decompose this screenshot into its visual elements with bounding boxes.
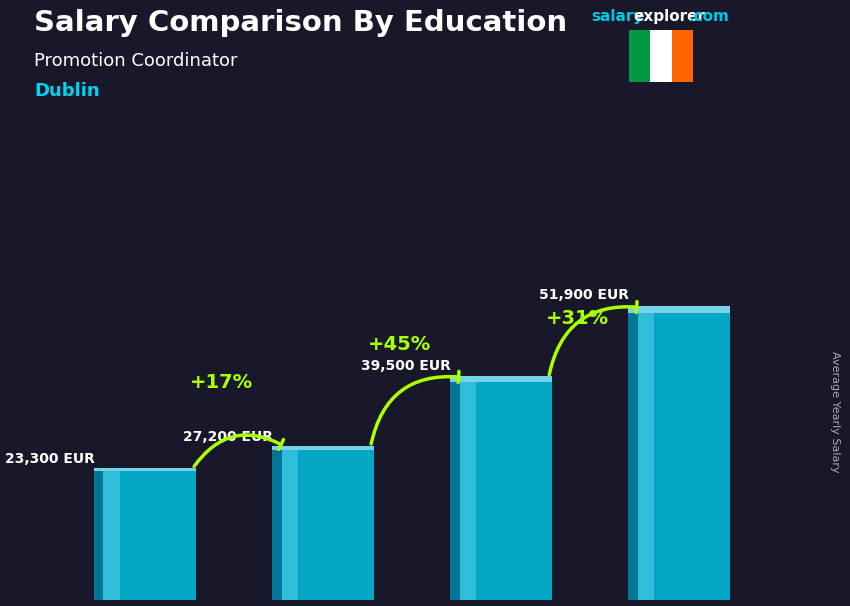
Bar: [104, 471, 120, 600]
Text: 39,500 EUR: 39,500 EUR: [361, 359, 450, 373]
Bar: [272, 446, 374, 450]
Text: Dublin: Dublin: [34, 82, 99, 100]
Text: 51,900 EUR: 51,900 EUR: [539, 288, 629, 302]
Bar: [104, 471, 196, 600]
Text: salary: salary: [591, 9, 643, 24]
Bar: [450, 382, 460, 600]
Bar: [94, 471, 104, 600]
Bar: [629, 30, 650, 82]
Bar: [450, 376, 552, 382]
Bar: [281, 450, 298, 600]
Bar: [628, 306, 730, 313]
Bar: [638, 313, 730, 600]
Bar: [460, 382, 476, 600]
Bar: [94, 468, 196, 471]
Text: Promotion Coordinator: Promotion Coordinator: [34, 52, 237, 70]
Bar: [272, 450, 281, 600]
Bar: [650, 30, 672, 82]
Text: Salary Comparison By Education: Salary Comparison By Education: [34, 9, 567, 37]
Text: 23,300 EUR: 23,300 EUR: [5, 452, 94, 466]
Text: Average Yearly Salary: Average Yearly Salary: [830, 351, 840, 473]
Text: 27,200 EUR: 27,200 EUR: [183, 430, 273, 444]
Text: +31%: +31%: [546, 309, 609, 328]
Text: +45%: +45%: [367, 335, 431, 354]
Bar: [628, 313, 638, 600]
Text: explorer: explorer: [633, 9, 706, 24]
Bar: [281, 450, 374, 600]
Text: .com: .com: [688, 9, 729, 24]
Bar: [460, 382, 552, 600]
Bar: [672, 30, 693, 82]
Text: +17%: +17%: [190, 373, 252, 391]
Bar: [638, 313, 654, 600]
